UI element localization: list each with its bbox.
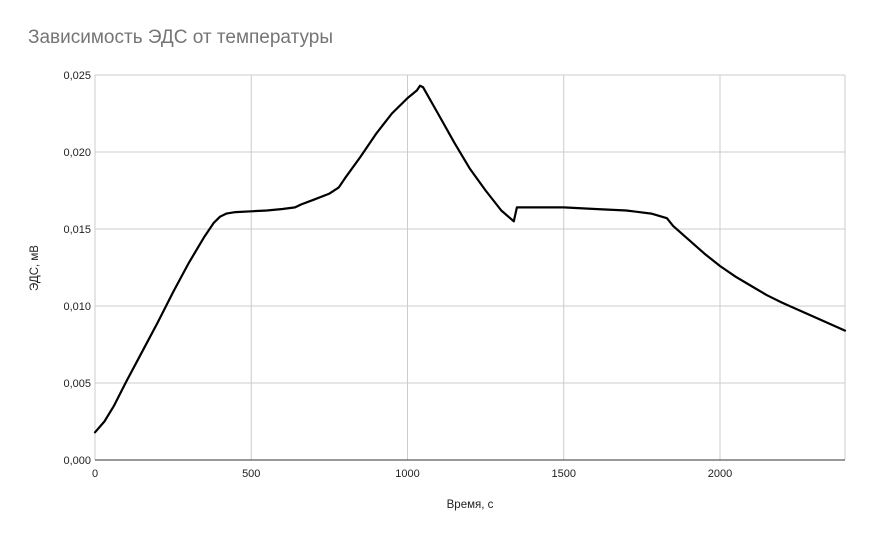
y-tick-label: 0,005 xyxy=(63,378,91,390)
x-axis-label: Время, с xyxy=(447,499,494,511)
y-tick-label: 0,010 xyxy=(63,301,91,313)
grid xyxy=(94,74,846,461)
y-tick-label: 0,000 xyxy=(63,455,91,467)
y-tick-label: 0,015 xyxy=(63,224,91,236)
x-tick-label: 1000 xyxy=(395,468,419,480)
y-tick-label: 0,020 xyxy=(63,147,91,159)
tick-labels: 0,000 0,005 0,010 0,015 0,020 0,025 0 500 1000 15… xyxy=(63,70,732,480)
x-tick-label: 0 xyxy=(92,468,98,480)
chart-title: Зависимость ЭДС от температуры xyxy=(28,27,334,48)
x-tick-label: 500 xyxy=(242,468,260,480)
y-tick-label: 0,025 xyxy=(63,70,91,82)
x-tick-label: 1500 xyxy=(552,468,576,480)
x-tick-label: 2000 xyxy=(708,468,732,480)
series-line xyxy=(93,84,847,434)
plot-area xyxy=(93,84,847,434)
y-axis-label: ЭДС, мВ xyxy=(29,245,41,291)
